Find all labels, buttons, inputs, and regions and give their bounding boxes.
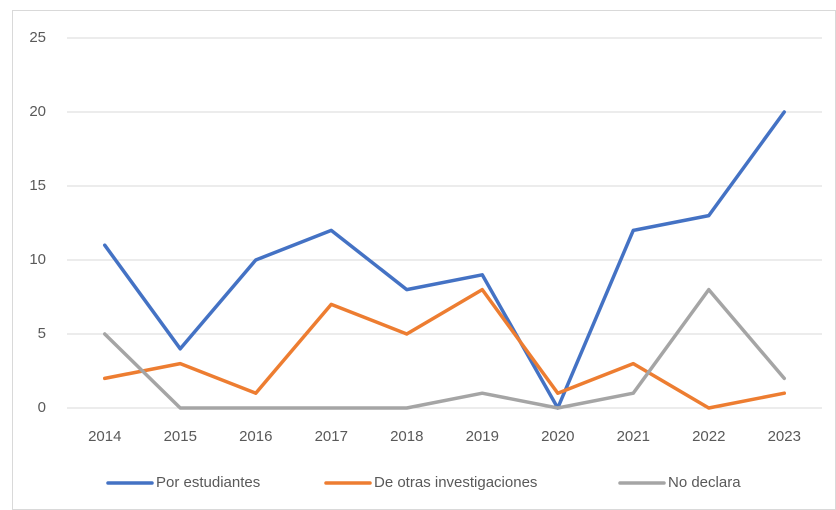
x-tick-label: 2018 (390, 428, 423, 445)
y-tick-label: 25 (29, 29, 46, 46)
x-tick-label: 2020 (541, 428, 574, 445)
series-line (103, 287, 786, 410)
y-tick-label: 20 (29, 103, 46, 120)
series-line (103, 287, 786, 410)
legend-label: Por estudiantes (156, 474, 260, 491)
y-tick-label: 10 (29, 251, 46, 268)
x-tick-label: 2023 (768, 428, 801, 445)
x-tick-label: 2017 (315, 428, 348, 445)
x-tick-label: 2014 (88, 428, 121, 445)
y-tick-label: 15 (29, 177, 46, 194)
y-tick-label: 0 (38, 399, 46, 416)
x-tick-label: 2021 (617, 428, 650, 445)
x-tick-label: 2016 (239, 428, 272, 445)
x-tick-label: 2022 (692, 428, 725, 445)
y-tick-label: 5 (38, 325, 46, 342)
legend-label: No declara (668, 474, 741, 491)
legend-label: De otras investigaciones (374, 474, 537, 491)
x-tick-label: 2019 (466, 428, 499, 445)
x-tick-label: 2015 (164, 428, 197, 445)
series-line (103, 110, 786, 410)
